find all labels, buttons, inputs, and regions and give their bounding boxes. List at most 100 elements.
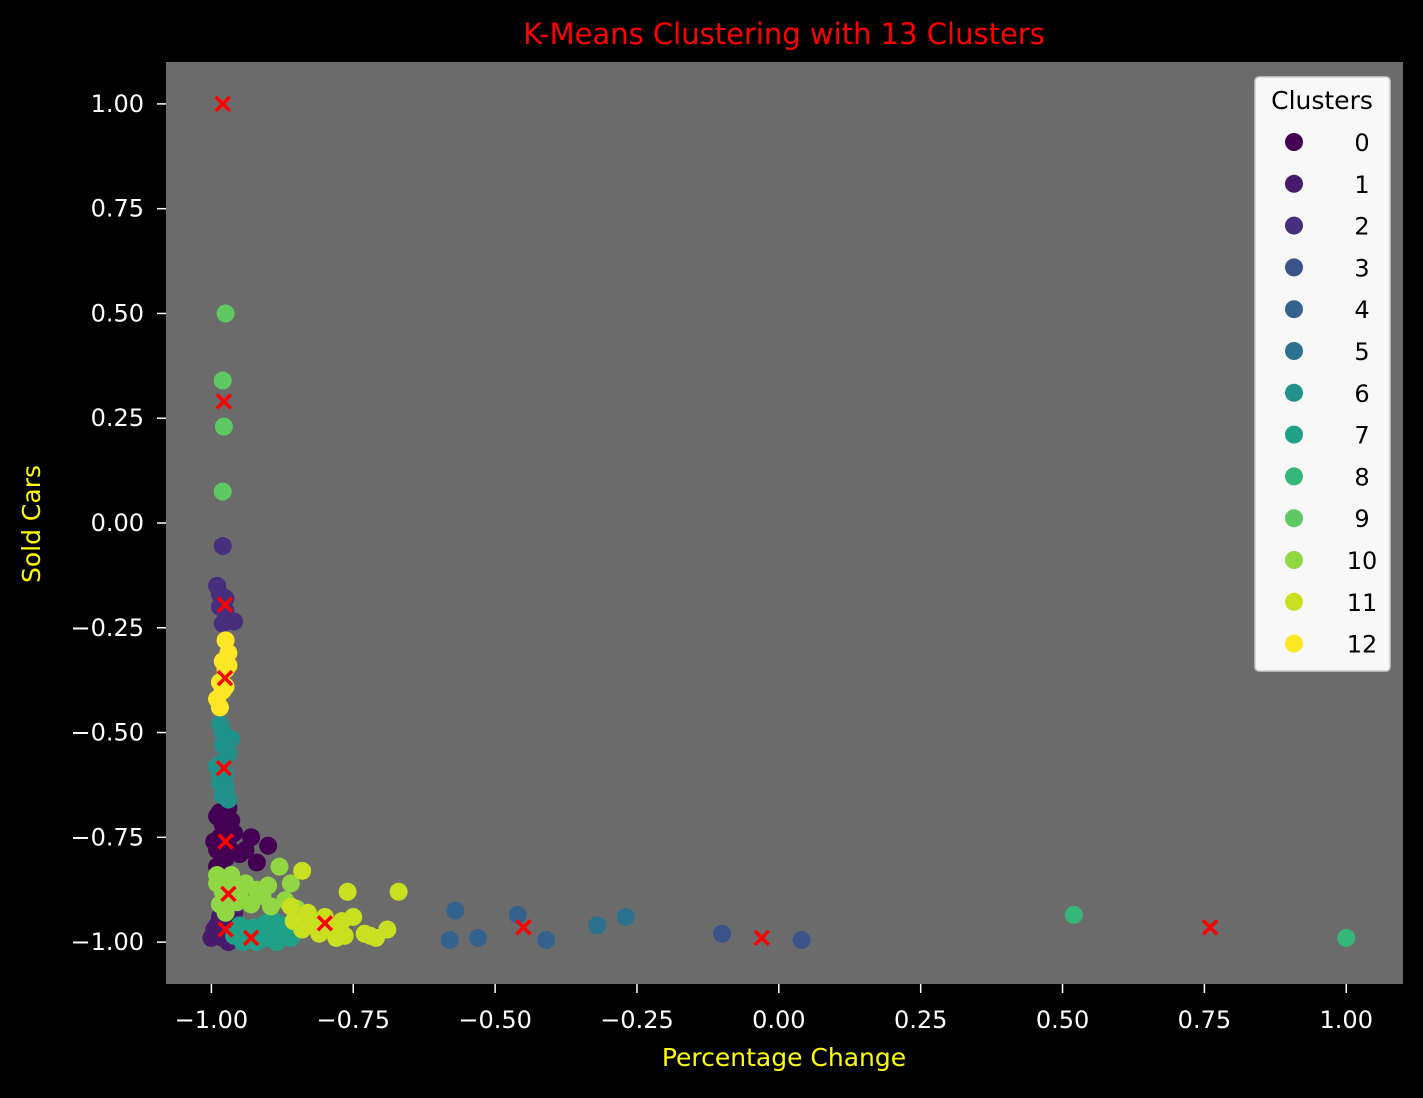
data-point-cluster-4 bbox=[537, 930, 556, 949]
data-point-cluster-4 bbox=[440, 930, 459, 949]
data-point-cluster-11 bbox=[361, 926, 380, 945]
data-point-cluster-11 bbox=[293, 861, 312, 880]
data-point-cluster-0 bbox=[259, 836, 278, 855]
legend-label: 5 bbox=[1354, 338, 1369, 366]
data-point-cluster-4 bbox=[469, 928, 488, 947]
y-tick-label: 0.25 bbox=[91, 404, 144, 432]
legend-title: Clusters bbox=[1271, 86, 1373, 115]
centroid-marker bbox=[216, 596, 234, 613]
data-point-cluster-8 bbox=[1064, 905, 1083, 924]
legend-box bbox=[1254, 76, 1391, 672]
data-point-cluster-12 bbox=[210, 698, 229, 717]
y-tick-label: 0.75 bbox=[91, 195, 144, 223]
centroid-marker bbox=[217, 921, 234, 938]
x-axis-label: Percentage Change bbox=[662, 1043, 906, 1072]
x-tick-label: −0.75 bbox=[316, 1006, 390, 1034]
legend-label: 7 bbox=[1354, 422, 1369, 450]
y-axis-ticks: 1.00 0.75 0.50 0.25 0.00 −0.25 −0.50 −0.75 −1.00 bbox=[70, 90, 166, 956]
legend-marker bbox=[1285, 383, 1303, 402]
data-point-cluster-4 bbox=[446, 901, 465, 920]
data-point-cluster-0 bbox=[210, 803, 229, 822]
data-point-cluster-6 bbox=[213, 736, 232, 755]
data-point-cluster-5 bbox=[588, 916, 607, 935]
data-point-cluster-10 bbox=[236, 874, 255, 893]
legend-marker bbox=[1285, 258, 1303, 277]
data-point-cluster-4 bbox=[508, 905, 527, 924]
x-tick-label: 0.00 bbox=[752, 1006, 805, 1034]
legend-label: 11 bbox=[1347, 589, 1378, 617]
legend-label: 10 bbox=[1347, 547, 1378, 575]
data-point-cluster-10 bbox=[261, 897, 280, 916]
y-tick-label: −1.00 bbox=[70, 928, 144, 956]
legend-label: 3 bbox=[1354, 254, 1369, 282]
x-tick-label: −0.50 bbox=[458, 1006, 532, 1034]
data-point-cluster-10 bbox=[270, 857, 289, 876]
data-point-cluster-11 bbox=[281, 897, 300, 916]
centroid-marker bbox=[215, 759, 233, 777]
data-point-cluster-9 bbox=[216, 304, 235, 323]
y-tick-label: 1.00 bbox=[91, 90, 144, 118]
legend-label: 1 bbox=[1354, 171, 1369, 199]
legend-label: 6 bbox=[1354, 380, 1369, 408]
y-tick-label: 0.00 bbox=[91, 509, 144, 537]
x-tick-label: −1.00 bbox=[175, 1006, 249, 1034]
data-point-cluster-6 bbox=[210, 773, 229, 792]
x-tick-label: 1.00 bbox=[1320, 1006, 1373, 1034]
x-axis-ticks: −1.00 −0.75 −0.50 −0.25 0.00 0.25 0.50 0.75 1.00 bbox=[175, 984, 1373, 1034]
data-points bbox=[202, 304, 1356, 952]
legend-marker bbox=[1285, 300, 1303, 319]
centroid-marker bbox=[515, 919, 532, 936]
y-tick-label: 0.50 bbox=[91, 299, 144, 327]
data-point-cluster-12 bbox=[219, 656, 238, 675]
data-point-cluster-10 bbox=[208, 866, 227, 885]
data-point-cluster-11 bbox=[344, 907, 363, 926]
y-tick-label: −0.50 bbox=[70, 719, 144, 747]
data-point-cluster-9 bbox=[213, 371, 232, 390]
legend-marker bbox=[1285, 216, 1303, 235]
centroid-marker bbox=[217, 833, 234, 850]
centroid-marker bbox=[214, 95, 231, 113]
legend-label: 8 bbox=[1354, 463, 1369, 491]
data-point-cluster-9 bbox=[214, 417, 233, 436]
centroid-marker bbox=[242, 929, 260, 947]
data-point-cluster-10 bbox=[216, 903, 235, 922]
data-point-cluster-0 bbox=[236, 840, 255, 859]
centroid-marker bbox=[216, 669, 234, 687]
legend-marker bbox=[1285, 509, 1303, 528]
data-point-cluster-11 bbox=[338, 882, 357, 901]
x-tick-label: 0.50 bbox=[1036, 1006, 1089, 1034]
data-point-cluster-3 bbox=[792, 930, 811, 949]
data-point-cluster-10 bbox=[281, 874, 300, 893]
y-tick-label: −0.25 bbox=[70, 614, 144, 642]
data-point-cluster-8 bbox=[1337, 928, 1356, 947]
legend-label: 12 bbox=[1347, 631, 1378, 659]
centroid-marker bbox=[1201, 919, 1219, 936]
legend-label: 2 bbox=[1354, 213, 1369, 241]
legend-marker bbox=[1285, 342, 1303, 360]
data-point-cluster-7 bbox=[267, 933, 286, 952]
legend-label: 9 bbox=[1354, 505, 1369, 533]
legend-marker bbox=[1285, 551, 1303, 569]
data-point-cluster-3 bbox=[713, 924, 732, 943]
x-tick-label: 0.25 bbox=[894, 1006, 947, 1034]
x-tick-label: 0.75 bbox=[1178, 1006, 1231, 1034]
legend-marker bbox=[1285, 634, 1303, 653]
legend-label: 0 bbox=[1354, 129, 1369, 157]
centroid-markers bbox=[214, 95, 1219, 947]
data-point-cluster-11 bbox=[389, 882, 408, 901]
data-point-cluster-11 bbox=[298, 903, 317, 922]
legend-marker bbox=[1285, 592, 1303, 611]
data-point-cluster-11 bbox=[284, 912, 303, 931]
x-tick-label: −0.25 bbox=[600, 1006, 674, 1034]
legend-marker bbox=[1285, 425, 1303, 444]
data-point-cluster-2 bbox=[213, 537, 232, 556]
data-point-cluster-10 bbox=[222, 866, 241, 885]
data-point-cluster-11 bbox=[335, 926, 354, 945]
data-point-cluster-7 bbox=[233, 933, 252, 952]
chart-title: K-Means Clustering with 13 Clusters bbox=[523, 17, 1045, 51]
legend-label: 4 bbox=[1354, 296, 1369, 324]
